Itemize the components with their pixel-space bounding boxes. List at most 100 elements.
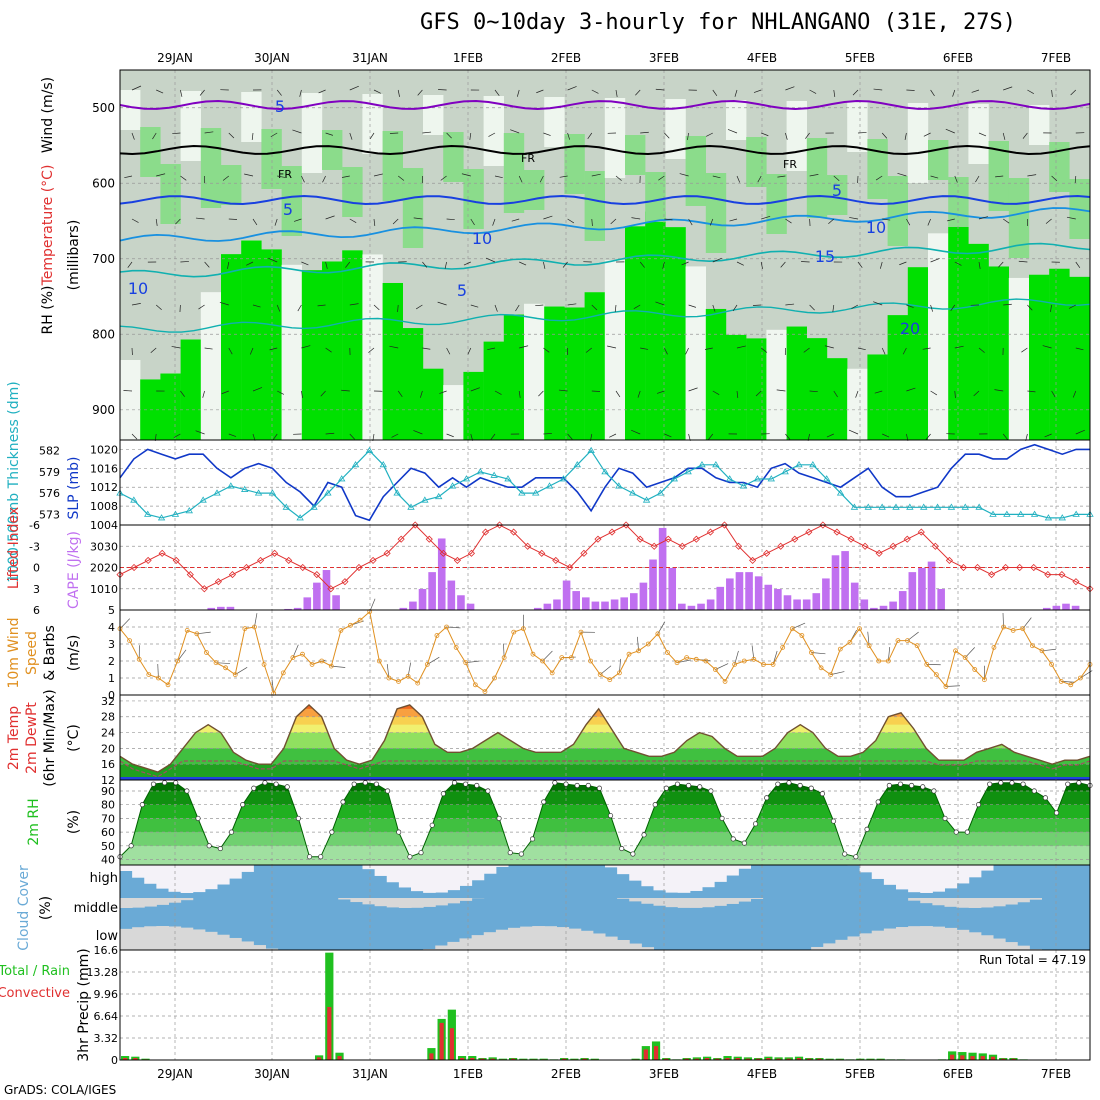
wind-barb — [292, 129, 302, 134]
wind-barb — [923, 132, 931, 137]
cloud-high — [386, 865, 400, 883]
bottom-date-label-3: 1FEB — [453, 1067, 483, 1081]
wind-barb — [494, 390, 502, 395]
wind-speed-marker — [597, 672, 603, 677]
wind-barb — [1075, 347, 1084, 351]
wind-barb — [732, 304, 738, 312]
li-marker — [172, 556, 180, 564]
rh-patch — [281, 264, 302, 440]
wind-barb — [826, 433, 834, 438]
pressure-tick-2: 700 — [92, 252, 115, 266]
wind-speed-marker — [674, 660, 680, 666]
cloud-middle — [944, 898, 958, 907]
wind-barb — [124, 175, 133, 179]
wind-barb — [757, 175, 762, 183]
wind-speed-marker — [933, 672, 939, 677]
rh-patch — [766, 329, 787, 440]
wind-barb — [349, 303, 359, 306]
precip-total-bar — [325, 952, 334, 1060]
thickness-marker — [739, 482, 748, 489]
rh-marker — [541, 799, 547, 805]
isotherm-line-0 — [119, 99, 1091, 111]
wind-barb — [389, 132, 399, 134]
rh-patch — [402, 328, 424, 440]
wind-barb — [947, 218, 955, 222]
lifted-index-line — [119, 524, 1091, 590]
wind-barb — [978, 132, 987, 137]
cloud-high — [447, 865, 460, 891]
wind-barb — [664, 347, 668, 355]
cape-bar — [1062, 603, 1070, 610]
rh-patch — [604, 260, 626, 440]
cloud-low — [180, 927, 194, 950]
rh-marker — [184, 788, 190, 794]
rh-patch — [907, 103, 929, 183]
thickness-marker — [545, 482, 554, 489]
rh-patch — [827, 175, 848, 215]
cloud-tick-0: high — [90, 871, 118, 886]
cape-bar — [898, 591, 907, 610]
cape-tick-0: 1010 — [90, 583, 118, 596]
wind-barb — [228, 433, 237, 437]
precip-convective-bar — [756, 1058, 761, 1060]
rh-marker — [206, 843, 212, 849]
thickness-marker — [823, 475, 831, 482]
cloud-middle — [920, 898, 933, 904]
cloud-middle — [459, 898, 473, 901]
wind-barb — [413, 430, 423, 435]
cloud-high — [714, 865, 727, 882]
wind-barb — [655, 301, 665, 306]
cloud-middle — [677, 898, 691, 908]
rh-patch — [968, 243, 989, 440]
cloud-high — [144, 865, 157, 884]
cloud-middle — [932, 898, 945, 906]
cape-bar — [668, 567, 677, 610]
precip-convective-bar — [317, 1057, 322, 1060]
wind-barb — [1027, 174, 1037, 177]
li-axis-label: Lifted Index — [6, 507, 22, 589]
precip-convective-bar — [960, 1055, 965, 1060]
thickness-marker — [476, 468, 484, 475]
wind-speed-marker — [261, 662, 267, 667]
cape-bar — [207, 607, 216, 610]
wind-barb — [975, 175, 980, 183]
wind-barb — [538, 390, 544, 397]
thickness-marker — [421, 496, 429, 503]
li-tick-1: 3 — [33, 583, 40, 596]
wind-barb — [712, 175, 721, 179]
wind-barb — [954, 390, 956, 399]
wind-barb — [927, 218, 931, 226]
wind-barb — [277, 390, 285, 395]
wind-speed-marker — [136, 656, 142, 662]
wind-barb — [785, 86, 795, 91]
wind-speed-marker — [194, 631, 200, 637]
cape-bar — [399, 607, 408, 610]
wind-barb — [389, 345, 399, 349]
cloud-high — [653, 865, 667, 891]
thickness-marker — [462, 475, 471, 482]
wind-speed-marker — [348, 622, 353, 628]
wind-speed-marker — [972, 667, 978, 672]
wind-barb — [422, 261, 428, 268]
rh-patch — [180, 91, 201, 161]
thickness-marker — [199, 496, 207, 503]
precip-convective-bar — [643, 1049, 648, 1060]
li-marker — [327, 585, 335, 593]
wind-speed-marker — [588, 658, 593, 664]
wind-speed-marker — [204, 650, 209, 655]
cloud-low — [823, 943, 836, 950]
wind-barb — [152, 132, 157, 140]
wind-barb — [882, 433, 890, 438]
rh-patch — [988, 266, 1009, 440]
wind-barb — [180, 89, 183, 97]
precip-convective-bar — [970, 1056, 975, 1060]
precip-convective-bar — [459, 1058, 465, 1060]
wind-barb — [1042, 345, 1052, 349]
cape-bar — [745, 572, 753, 610]
wind-barb — [301, 261, 309, 266]
wind-speed-marker — [405, 673, 411, 679]
cloud-low — [847, 936, 861, 950]
precip-convective-bar — [327, 1006, 332, 1060]
precip-units-label: 3hr Precip (mm) — [76, 948, 92, 1061]
cloud-low — [932, 926, 945, 950]
